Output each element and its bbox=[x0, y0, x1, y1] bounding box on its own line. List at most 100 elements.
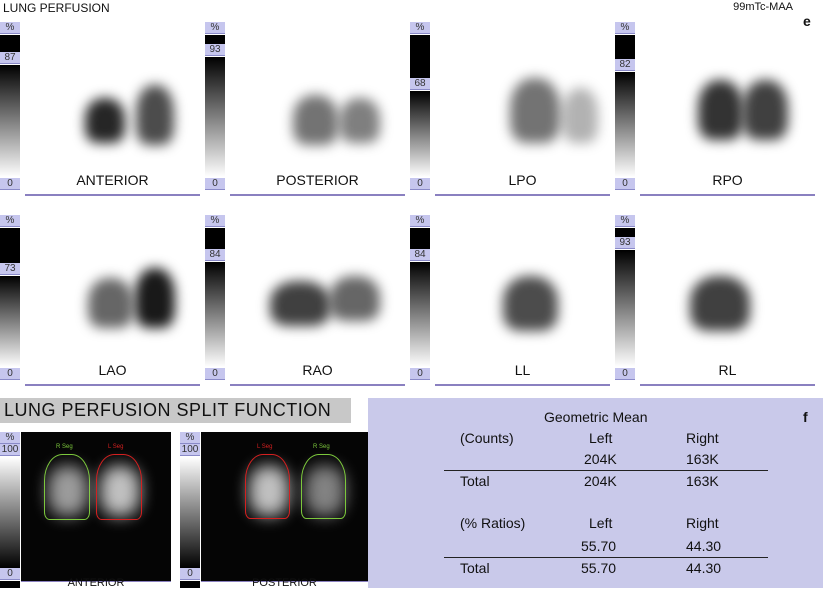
ratios-label: (% Ratios) bbox=[460, 515, 526, 531]
scale-bar-top bbox=[615, 35, 635, 59]
scale-max-label: 93 bbox=[205, 44, 225, 56]
view-ll: % 84 0 LL bbox=[410, 213, 615, 393]
scale-unit-label: % bbox=[205, 22, 225, 34]
lung-uptake bbox=[85, 97, 125, 143]
counts-left: 204K bbox=[584, 451, 617, 467]
lung-uptake bbox=[690, 275, 750, 331]
intensity-scale-bar bbox=[0, 276, 20, 367]
divider bbox=[435, 194, 610, 196]
counts-right: 163K bbox=[686, 451, 719, 467]
scale-unit-label: % bbox=[205, 215, 225, 227]
divider bbox=[21, 581, 171, 582]
divider bbox=[230, 194, 405, 196]
divider bbox=[444, 557, 768, 558]
scale-bar-top bbox=[205, 228, 225, 249]
scale-max-label: 87 bbox=[0, 52, 20, 64]
roi-label: L Seg bbox=[108, 444, 124, 450]
roi-label: L Seg bbox=[257, 444, 273, 450]
scintigraphy-image bbox=[25, 223, 200, 363]
scale-unit-label: % bbox=[410, 215, 430, 227]
ratios-right-header: Right bbox=[686, 515, 719, 531]
scale-min-label: 0 bbox=[410, 178, 430, 190]
scale-unit-label: % bbox=[180, 432, 200, 444]
view-label: RL bbox=[718, 362, 737, 378]
intensity-scale-bar bbox=[180, 457, 200, 568]
scale-min-label: 0 bbox=[410, 368, 430, 380]
scintigraphy-image bbox=[435, 223, 610, 363]
panel-letter-f: f bbox=[803, 409, 808, 425]
view-label: LPO bbox=[508, 172, 537, 188]
scale-max-label: 68 bbox=[410, 78, 430, 90]
scale-min-label: 0 bbox=[0, 368, 20, 380]
view-label: POSTERIOR bbox=[252, 577, 317, 589]
lung-uptake bbox=[136, 85, 174, 145]
ratios-left: 55.70 bbox=[581, 538, 617, 554]
divider bbox=[201, 581, 368, 582]
view-label: ANTERIOR bbox=[76, 172, 149, 188]
divider bbox=[25, 384, 200, 386]
scale-bar-top bbox=[205, 35, 225, 44]
intensity-scale-bar bbox=[205, 57, 225, 177]
counts-left-header: Left bbox=[589, 430, 613, 446]
scale-bar-top bbox=[410, 228, 430, 249]
divider bbox=[444, 470, 768, 471]
lung-uptake bbox=[742, 80, 788, 140]
scale-min-label: 0 bbox=[205, 368, 225, 380]
scale-max-label: 84 bbox=[410, 249, 430, 261]
divider bbox=[640, 384, 815, 386]
split-panel-posterior: % 100 0 L Seg R Seg POSTERIOR bbox=[180, 427, 369, 589]
intensity-scale-bar bbox=[615, 72, 635, 177]
ratios-total-left: 55.70 bbox=[581, 560, 617, 576]
split-function-title: LUNG PERFUSION SPLIT FUNCTION bbox=[0, 398, 351, 423]
ratios-total-label: Total bbox=[460, 560, 490, 576]
scale-max-label: 93 bbox=[615, 237, 635, 249]
roi-outline bbox=[245, 454, 290, 519]
divider bbox=[230, 384, 405, 386]
app-title: LUNG PERFUSION bbox=[3, 1, 110, 15]
scale-bar-top bbox=[0, 228, 20, 263]
divider bbox=[25, 194, 200, 196]
view-label: RAO bbox=[302, 362, 333, 378]
scintigraphy-image bbox=[25, 30, 200, 173]
scale-min-label: 0 bbox=[615, 368, 635, 380]
split-image: R Seg L Seg bbox=[21, 432, 171, 581]
scale-min-label: 0 bbox=[615, 178, 635, 190]
lung-uptake bbox=[340, 97, 380, 143]
scale-min-label: 0 bbox=[180, 568, 200, 580]
scale-unit-label: % bbox=[615, 215, 635, 227]
divider bbox=[640, 194, 815, 196]
counts-total-label: Total bbox=[460, 473, 490, 489]
panel-letter-e: e bbox=[803, 13, 811, 29]
geometric-mean-table: Geometric Mean f (Counts) Left Right 204… bbox=[368, 398, 823, 588]
intensity-scale-bar bbox=[0, 457, 20, 568]
intensity-scale-bar bbox=[615, 250, 635, 367]
lung-uptake bbox=[697, 80, 743, 140]
scintigraphy-image bbox=[640, 223, 815, 363]
table-title: Geometric Mean bbox=[544, 409, 648, 425]
tracer-label: 99mTc-MAA bbox=[733, 1, 793, 13]
ratios-right: 44.30 bbox=[686, 538, 722, 554]
scale-max-label: 84 bbox=[205, 249, 225, 261]
scale-bar-bottom bbox=[0, 581, 20, 588]
intensity-scale-bar bbox=[205, 262, 225, 367]
split-image: L Seg R Seg bbox=[201, 432, 368, 581]
scale-bar-bottom bbox=[180, 581, 200, 588]
counts-total-right: 163K bbox=[686, 473, 719, 489]
ratios-total-right: 44.30 bbox=[686, 560, 722, 576]
scintigraphy-image bbox=[230, 30, 405, 173]
ratios-left-header: Left bbox=[589, 515, 613, 531]
lung-uptake bbox=[562, 87, 598, 143]
intensity-scale-bar bbox=[410, 91, 430, 177]
scintigraphy-image bbox=[640, 30, 815, 173]
lung-uptake bbox=[330, 275, 380, 321]
roi-outline bbox=[96, 454, 142, 520]
view-lpo: % 68 0 LPO bbox=[410, 20, 615, 203]
counts-total-left: 204K bbox=[584, 473, 617, 489]
lung-uptake bbox=[135, 268, 175, 328]
scale-bar-top bbox=[615, 228, 635, 237]
scale-max-label: 100 bbox=[180, 444, 200, 456]
scale-min-label: 0 bbox=[205, 178, 225, 190]
scale-unit-label: % bbox=[615, 22, 635, 34]
lung-uptake bbox=[87, 278, 133, 328]
scintigraphy-image bbox=[435, 30, 610, 173]
